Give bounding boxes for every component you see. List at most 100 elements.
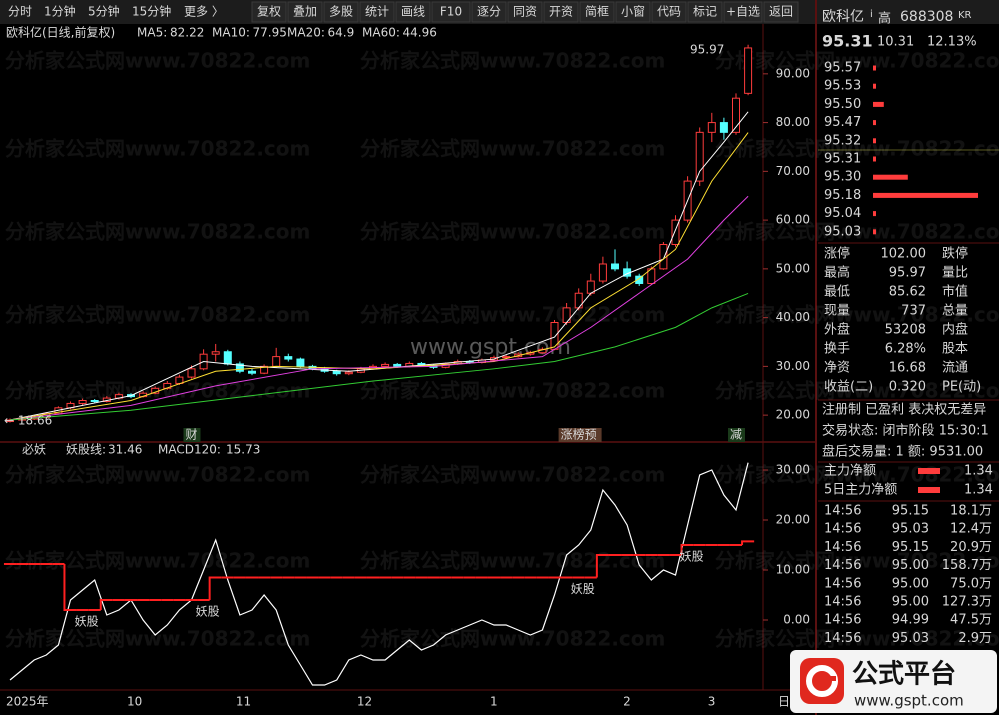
book-volume-bar xyxy=(873,229,876,235)
flow-value: 1.34 xyxy=(964,483,993,498)
period-tab[interactable]: 5分钟 xyxy=(88,4,120,19)
toolbar-button[interactable] xyxy=(723,1,763,23)
tick-volume: 158.7万 xyxy=(942,558,992,573)
candle-body xyxy=(332,370,341,375)
toolbar-button[interactable] xyxy=(763,1,799,23)
toolbar-button-label: 统计 xyxy=(365,5,389,19)
ma-line xyxy=(9,111,749,421)
toolbar-button[interactable] xyxy=(431,1,471,23)
event-marker[interactable]: 涨榜预 xyxy=(561,427,597,442)
candle-body xyxy=(296,358,305,367)
toolbar-button[interactable] xyxy=(687,1,723,23)
signal-label: 妖股 xyxy=(75,615,99,629)
toolbar-button[interactable] xyxy=(651,1,687,23)
book-price: 95.04 xyxy=(824,206,861,221)
stat-value: 102.00 xyxy=(881,247,927,262)
toolbar-button[interactable] xyxy=(579,1,615,23)
period-tab[interactable]: 分时 xyxy=(8,5,32,19)
toolbar-button[interactable] xyxy=(251,1,287,23)
macd-step xyxy=(680,544,694,555)
y-tick-label: 10.00 xyxy=(776,563,810,577)
flow-bar xyxy=(918,468,940,474)
tick-time: 14:56 xyxy=(824,522,861,537)
stat-value: 53208 xyxy=(885,323,926,338)
y-tick-label: 60.00 xyxy=(776,213,810,227)
book-volume-bar xyxy=(873,65,876,71)
event-marker-bg xyxy=(183,428,201,442)
toolbar-button-label: 叠加 xyxy=(293,5,317,19)
tick-time: 14:56 xyxy=(824,631,861,646)
tick-time: 14:56 xyxy=(824,558,861,573)
stat-value: 6.28% xyxy=(885,342,926,357)
info-line: 盘后交易量: 1 额: 9531.00 xyxy=(822,444,983,460)
watermark: 分析家公式网www.70822.com xyxy=(715,549,999,573)
tick-price: 95.00 xyxy=(892,576,929,591)
time-label: 1 xyxy=(490,695,498,709)
signal-label: 妖股 xyxy=(196,605,220,619)
watermark: 分析家公式网www.70822.com xyxy=(5,220,310,244)
tick-volume: 127.3万 xyxy=(942,595,992,610)
stat-label: 外盘 xyxy=(824,322,850,338)
toolbar-button-label: 复权 xyxy=(257,5,281,19)
toolbar-button-label: +自选 xyxy=(726,5,760,19)
watermark: 分析家公式网www.70822.com xyxy=(715,303,999,327)
watermark: 分析家公式网www.70822.com xyxy=(5,303,310,327)
price: 95.31 xyxy=(822,32,873,51)
toolbar-button[interactable] xyxy=(507,1,543,23)
candle-body xyxy=(502,356,511,359)
tick-volume: 12.4万 xyxy=(950,522,992,537)
stock-code: 688308 xyxy=(900,9,953,25)
stat-label: PE(动) xyxy=(942,380,981,395)
candle-body xyxy=(272,356,281,367)
toolbar-button[interactable] xyxy=(471,1,507,23)
toolbar-button[interactable] xyxy=(287,1,323,23)
toolbar-button[interactable] xyxy=(615,1,651,23)
indicator-series-value: 15.73 xyxy=(226,443,260,457)
watermark: 分析家公式网www.70822.com xyxy=(715,463,999,487)
stat-value: 16.68 xyxy=(889,361,926,376)
candle-body xyxy=(211,351,220,355)
period-tab[interactable]: 更多 〉 xyxy=(184,5,224,19)
tick-volume: 20.9万 xyxy=(950,540,992,555)
candle-body xyxy=(344,371,353,375)
watermark: 分析家公式网www.70822.com xyxy=(715,49,999,73)
book-price: 95.30 xyxy=(824,170,861,185)
change: 10.31 xyxy=(877,35,914,50)
candle-body xyxy=(235,363,244,372)
stat-label: 涨停 xyxy=(824,246,850,262)
candle-body xyxy=(381,363,390,367)
tick-time: 14:56 xyxy=(824,576,861,591)
macd-step xyxy=(208,576,222,600)
book-volume-bar xyxy=(873,156,876,162)
stat-label: 总量 xyxy=(942,304,968,319)
period-tab[interactable]: 1分钟 xyxy=(44,4,76,19)
toolbar-button[interactable] xyxy=(395,1,431,23)
book-price: 95.31 xyxy=(824,152,861,167)
event-marker[interactable]: 财 xyxy=(186,428,198,442)
y-tick-label: 20.00 xyxy=(776,408,810,422)
watermark: 分析家公式网www.70822.com xyxy=(360,379,665,403)
time-label: 12 xyxy=(357,695,372,709)
book-volume-bar xyxy=(873,120,876,126)
watermark: 分析家公式网www.70822.com xyxy=(360,463,665,487)
watermark: 分析家公式网www.70822.com xyxy=(715,627,999,651)
watermark: 分析家公式网www.70822.com xyxy=(715,220,999,244)
toolbar-button[interactable] xyxy=(543,1,579,23)
toolbar-button[interactable] xyxy=(359,1,395,23)
period-tab[interactable]: 15分钟 xyxy=(132,4,171,19)
tick-time: 14:56 xyxy=(824,613,861,628)
stat-label: 净资 xyxy=(824,361,850,376)
book-volume-bar xyxy=(873,138,876,144)
y-tick-label: 80.00 xyxy=(776,115,810,129)
ma-line xyxy=(9,195,749,421)
watermark: 分析家公式网www.70822.com xyxy=(360,137,665,161)
toolbar-button-label: 简框 xyxy=(585,5,609,19)
tag: i xyxy=(870,9,873,20)
period-button[interactable]: 日 xyxy=(778,695,790,709)
stat-value: 0.320 xyxy=(889,380,926,395)
ma-name: MA60: xyxy=(362,26,400,40)
high-label: 95.97 xyxy=(690,43,724,57)
toolbar-button[interactable] xyxy=(323,1,359,23)
event-marker[interactable]: 减 xyxy=(730,428,742,442)
